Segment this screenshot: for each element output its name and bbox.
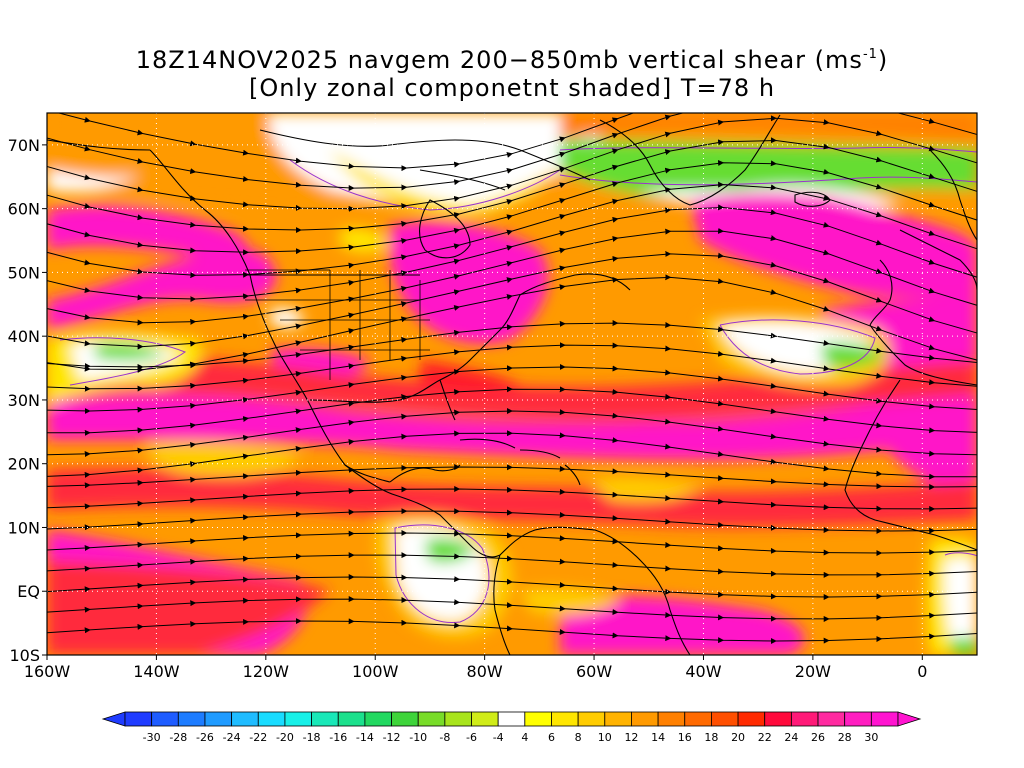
colorbar-label: -26 bbox=[196, 731, 214, 744]
latitude-labels: 70N 60N 50N 40N 30N 20N 10N EQ 10S bbox=[8, 136, 47, 665]
colorbar-swatch bbox=[631, 711, 659, 727]
plot-frame bbox=[46, 112, 978, 656]
colorbar-swatch bbox=[684, 711, 712, 727]
colorbar-max-arrow bbox=[897, 711, 922, 727]
colorbar-swatch bbox=[524, 711, 552, 727]
colorbar-label: -14 bbox=[356, 731, 374, 744]
colorbar-label: 16 bbox=[678, 731, 692, 744]
lon-label: 160W bbox=[24, 662, 71, 681]
colorbar-label: -20 bbox=[276, 731, 294, 744]
lat-label: 40N bbox=[8, 327, 40, 346]
lon-label: 60W bbox=[576, 662, 612, 681]
colorbar-swatch bbox=[870, 711, 899, 727]
lon-label: 20W bbox=[795, 662, 831, 681]
lat-label: 60N bbox=[8, 200, 40, 219]
lon-label: 100W bbox=[352, 662, 399, 681]
colorbar-swatch bbox=[471, 711, 499, 727]
colorbar-swatch bbox=[284, 711, 312, 727]
colorbar-label: -8 bbox=[439, 731, 450, 744]
colorbar-swatch bbox=[497, 711, 526, 727]
colorbar-swatch bbox=[391, 711, 419, 727]
colorbar-swatch bbox=[204, 711, 233, 727]
colorbar-swatch bbox=[231, 711, 259, 727]
colorbar-min-arrow bbox=[101, 711, 126, 727]
colorbar-swatch bbox=[844, 711, 872, 727]
colorbar-swatch bbox=[790, 711, 819, 727]
lat-label: 70N bbox=[8, 136, 40, 155]
longitude-labels: 160W 140W 120W 100W 80W 60W 40W 20W 0 bbox=[24, 655, 927, 681]
colorbar-label: -6 bbox=[466, 731, 477, 744]
lat-label: 30N bbox=[8, 391, 40, 410]
streamline bbox=[47, 618, 977, 644]
colorbar-label: -10 bbox=[409, 731, 427, 744]
lon-label: 80W bbox=[467, 662, 503, 681]
colorbar-label: -12 bbox=[383, 731, 401, 744]
colorbar-swatch bbox=[124, 711, 153, 727]
title-units-superscript: -1 bbox=[862, 47, 878, 62]
lat-label: 10S bbox=[9, 646, 40, 665]
colorbar-swatch bbox=[257, 711, 286, 727]
colorbar-label: -22 bbox=[249, 731, 267, 744]
colorbar-swatch bbox=[337, 711, 366, 727]
colorbar-label: -4 bbox=[493, 731, 504, 744]
colorbar-label: 4 bbox=[521, 731, 528, 744]
colorbar-swatch bbox=[364, 711, 392, 727]
colorbar-swatch bbox=[737, 711, 766, 727]
colorbar-label: 6 bbox=[548, 731, 555, 744]
colorbar-swatch bbox=[551, 711, 579, 727]
colorbar-label: 22 bbox=[758, 731, 772, 744]
colorbar-label: 8 bbox=[575, 731, 582, 744]
colorbar-label: 30 bbox=[864, 731, 878, 744]
colorbar-label: 14 bbox=[651, 731, 665, 744]
colorbar-swatch bbox=[311, 711, 339, 727]
colorbar-swatch bbox=[444, 711, 472, 727]
map-title: 18Z14NOV2025 navgem 200−850mb vertical s… bbox=[0, 46, 1024, 74]
colorbar-swatch bbox=[764, 711, 792, 727]
colorbar: -30 -28 -26 -24 -22 -20 -18 -16 -14 -12 -10 -8 -6 -4 4… bbox=[101, 711, 922, 744]
colorbar-label: -30 bbox=[143, 731, 161, 744]
lon-label: 0 bbox=[917, 662, 927, 681]
shear-shading bbox=[47, 113, 977, 655]
colorbar-label: -28 bbox=[169, 731, 187, 744]
colorbar-swatch bbox=[817, 711, 846, 727]
lon-label: 140W bbox=[133, 662, 180, 681]
lat-label: 20N bbox=[8, 455, 40, 474]
colorbar-label: -24 bbox=[223, 731, 241, 744]
lat-label: 50N bbox=[8, 263, 40, 282]
lat-label: 10N bbox=[8, 518, 40, 537]
colorbar-label: -18 bbox=[303, 731, 321, 744]
streamline bbox=[47, 464, 977, 490]
colorbar-swatch bbox=[417, 711, 446, 727]
colorbar-swatch bbox=[151, 711, 179, 727]
colorbar-label: 12 bbox=[624, 731, 638, 744]
title-units-close: ) bbox=[877, 46, 889, 74]
colorbar-swatch bbox=[577, 711, 606, 727]
title-main: 18Z14NOV2025 navgem 200−850mb vertical s… bbox=[135, 46, 863, 74]
colorbar-swatch bbox=[177, 711, 206, 727]
lon-label: 40W bbox=[685, 662, 721, 681]
streamline bbox=[47, 485, 977, 512]
coastlines bbox=[47, 114, 977, 655]
colorbar-label: 26 bbox=[811, 731, 825, 744]
colorbar-label: 24 bbox=[784, 731, 798, 744]
colorbar-label: 18 bbox=[704, 731, 718, 744]
colorbar-label: 20 bbox=[731, 731, 745, 744]
colorbar-label: 28 bbox=[838, 731, 852, 744]
lat-lon-grid bbox=[47, 113, 977, 655]
lat-label: EQ bbox=[17, 582, 40, 601]
colorbar-label: -16 bbox=[329, 731, 347, 744]
lon-label: 120W bbox=[243, 662, 290, 681]
colorbar-swatch bbox=[657, 711, 686, 727]
colorbar-label: 10 bbox=[598, 731, 612, 744]
map-subtitle: [Only zonal componetnt shaded] T=78 h bbox=[248, 74, 776, 102]
streamlines bbox=[47, 113, 977, 644]
colorbar-swatch bbox=[604, 711, 632, 727]
colorbar-swatch bbox=[711, 711, 739, 727]
